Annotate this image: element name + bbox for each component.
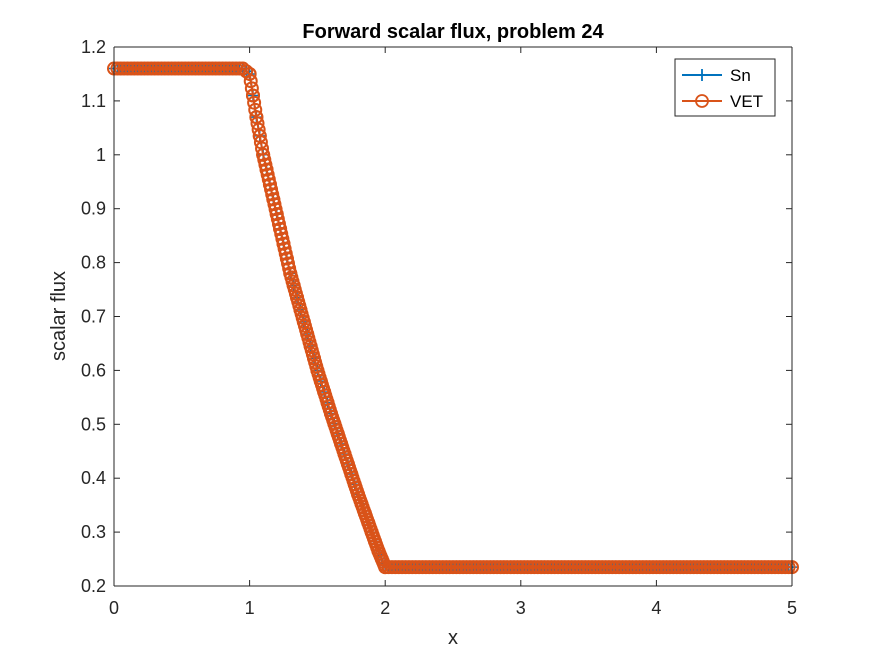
x-axis-label: x [448, 627, 458, 649]
x-ticks: 0 1 2 3 4 5 [109, 47, 797, 618]
legend-entry-sn: Sn [682, 66, 751, 85]
data-point-vet [247, 95, 262, 110]
data-point-vet [245, 88, 260, 103]
series-layer [107, 61, 799, 575]
y-tick-label: 0.3 [81, 522, 106, 542]
x-tick-label: 4 [651, 598, 661, 618]
chart-title: Forward scalar flux, problem 24 [302, 21, 604, 43]
legend-box [674, 58, 776, 117]
y-tick-label: 1 [96, 145, 106, 165]
y-ticks: 0.2 0.3 0.4 0.5 0.6 0.7 0.8 0.9 1 1.1 1.2 [81, 37, 792, 596]
legend-circle-marker-vet [695, 94, 709, 108]
y-axis-label: scalar flux [48, 271, 70, 361]
legend-label-vet: VET [730, 92, 763, 111]
x-tick-label: 3 [516, 598, 526, 618]
legend-entry-vet: VET [682, 92, 763, 111]
legend: Sn VET [674, 58, 776, 117]
y-tick-label: 1.1 [81, 91, 106, 111]
y-tick-label: 0.6 [81, 360, 106, 380]
y-tick-label: 0.9 [81, 199, 106, 219]
x-tick-label: 1 [245, 598, 255, 618]
plot-area [114, 47, 792, 586]
y-tick-label: 1.2 [81, 37, 106, 57]
x-tick-label: 2 [380, 598, 390, 618]
legend-plus-marker-sn [696, 69, 708, 81]
data-point-vet [243, 74, 258, 89]
data-point-vet [242, 66, 257, 81]
data-point-vet [244, 81, 259, 96]
data-point-vet [248, 102, 263, 117]
y-tick-label: 0.5 [81, 414, 106, 434]
y-tick-label: 0.4 [81, 468, 106, 488]
x-tick-label: 0 [109, 598, 119, 618]
legend-label-sn: Sn [730, 66, 751, 85]
y-tick-label: 0.8 [81, 253, 106, 273]
y-tick-label: 0.7 [81, 307, 106, 327]
x-tick-label: 5 [787, 598, 797, 618]
data-point-vet [378, 560, 393, 575]
y-tick-label: 0.2 [81, 576, 106, 596]
